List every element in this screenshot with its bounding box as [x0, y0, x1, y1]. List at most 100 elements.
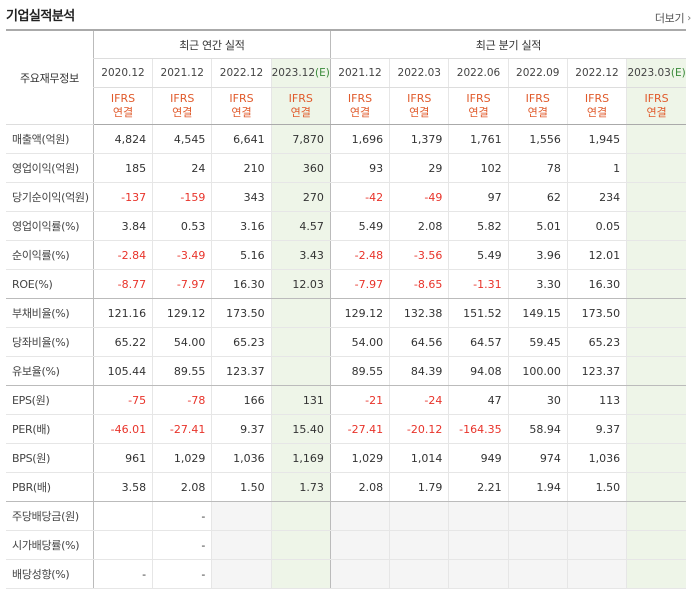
table-cell: -7.97 [329, 269, 390, 299]
basis-scope: 연결 [409, 106, 430, 119]
table-cell: -137 [92, 182, 153, 212]
basis-standard: IFRS [170, 92, 195, 105]
table-cell: -7.97 [152, 269, 212, 299]
table-cell [566, 559, 627, 589]
table-cell [389, 530, 449, 560]
row-label: 유보율(%) [6, 356, 94, 386]
period-label: 2023.03 [627, 67, 671, 79]
table-cell: 30 [507, 385, 568, 415]
table-cell: 210 [211, 153, 272, 183]
table-row: 시가배당률(%) - [6, 530, 686, 560]
period-label: 2020.12 [101, 67, 145, 79]
table-cell: 9.37 [566, 414, 627, 444]
table-cell: 1.50 [566, 472, 627, 502]
table-cell: 64.56 [389, 327, 449, 357]
table-cell: -2.48 [329, 240, 390, 270]
table-cell: 62 [507, 182, 568, 212]
table-cell [626, 240, 686, 270]
table-cell [626, 559, 686, 589]
table-cell [626, 356, 686, 386]
table-cell [626, 153, 686, 183]
table-cell [626, 327, 686, 357]
table-cell [626, 385, 686, 415]
corner-header: 주요재무정보 [6, 29, 94, 125]
table-cell [92, 501, 153, 531]
table-cell: 58.94 [507, 414, 568, 444]
accounting-basis: IFRS 연결 [389, 87, 449, 125]
basis-scope: 연결 [468, 106, 489, 119]
table-cell: 185 [92, 153, 153, 183]
table-cell: 7,870 [270, 124, 331, 154]
basis-standard: IFRS [347, 92, 373, 105]
period-header: 2023.12(E) [270, 58, 331, 88]
table-cell: 89.55 [152, 356, 212, 386]
basis-standard: IFRS [110, 92, 136, 105]
table-cell [211, 501, 272, 531]
basis-scope: 연결 [349, 106, 371, 119]
table-cell [270, 530, 331, 560]
period-header: 2021.12 [152, 58, 212, 88]
table-cell: -159 [152, 182, 212, 212]
table-row: 영업이익률(%) 3.84 0.53 3.16 4.57 5.49 2.08 5.82 5.01… [6, 211, 686, 241]
table-cell: 5.49 [329, 211, 390, 241]
basis-standard: IFRS [584, 92, 610, 105]
table-cell [626, 472, 686, 502]
period-label: 2021.12 [160, 67, 204, 79]
table-cell: 5.01 [507, 211, 568, 241]
table-cell [270, 327, 331, 357]
annual-group-header: 최근 연간 실적 [92, 29, 331, 59]
accounting-basis: IFRS 연결 [152, 87, 212, 125]
estimate-marker: (E) [315, 67, 330, 79]
period-label: 2022.12 [575, 67, 619, 79]
table-cell: 1,029 [329, 443, 390, 473]
basis-scope: 연결 [172, 106, 193, 119]
table-cell: 2.08 [389, 211, 449, 241]
table-row: 부채비율(%) 121.16 129.12 173.50 129.12 132.38 151… [6, 298, 686, 328]
table-row: 당좌비율(%) 65.22 54.00 65.23 54.00 64.56 64.57 59.… [6, 327, 686, 357]
table-cell: -8.77 [92, 269, 153, 299]
table-cell: 12.01 [566, 240, 627, 270]
table-cell: 16.30 [566, 269, 627, 299]
table-cell: 1,029 [152, 443, 212, 473]
table-cell: 3.58 [92, 472, 153, 502]
more-link[interactable]: 더보기 › [655, 10, 691, 26]
table-cell: 1,945 [566, 124, 627, 154]
financial-table: 주요재무정보 최근 연간 실적 최근 분기 실적 2020.12 2021.12 2… [6, 29, 686, 589]
table-cell: 234 [566, 182, 627, 212]
table-cell: 270 [270, 182, 331, 212]
table-cell: 961 [92, 443, 153, 473]
basis-scope: 연결 [231, 106, 252, 119]
table-cell: - [92, 559, 153, 589]
table-cell: 65.23 [566, 327, 627, 357]
section-title: 기업실적분석 [6, 9, 75, 24]
table-cell: - [152, 501, 212, 531]
table-cell: 6,641 [211, 124, 272, 154]
basis-standard: IFRS [407, 92, 432, 105]
table-cell [626, 414, 686, 444]
basis-standard: IFRS [525, 92, 550, 105]
table-cell: 93 [329, 153, 390, 183]
table-cell: 2.08 [152, 472, 212, 502]
row-label: 주당배당금(원) [6, 501, 94, 531]
table-row: 순이익률(%) -2.84 -3.49 5.16 3.43 -2.48 -3.56 5.49 3… [6, 240, 686, 270]
table-cell [329, 559, 390, 589]
period-label: 2022.06 [456, 67, 501, 79]
table-cell [626, 443, 686, 473]
table-cell: 1,036 [566, 443, 627, 473]
table-cell: 97 [448, 182, 509, 212]
basis-standard: IFRS [288, 92, 313, 105]
basis-standard: IFRS [229, 92, 254, 105]
table-cell: -2.84 [92, 240, 153, 270]
table-cell: 113 [566, 385, 627, 415]
table-cell: 1 [566, 153, 627, 183]
table-cell [507, 501, 568, 531]
basis-header-row: IFRS 연결 IFRS 연결 IFRS 연결 IFRS 연결 IFRS 연결 IFRS 연결 IFRS… [6, 87, 686, 125]
table-cell: 16.30 [211, 269, 272, 299]
table-row: PER(배) -46.01 -27.41 9.37 15.40 -27.41 -20.12-… [6, 414, 686, 444]
table-cell: 3.84 [92, 211, 153, 241]
table-cell: 149.15 [507, 298, 568, 328]
table-cell: 1,379 [389, 124, 449, 154]
row-label: ROE(%) [6, 269, 94, 299]
table-cell: - [152, 559, 212, 589]
table-cell: 5.82 [448, 211, 509, 241]
